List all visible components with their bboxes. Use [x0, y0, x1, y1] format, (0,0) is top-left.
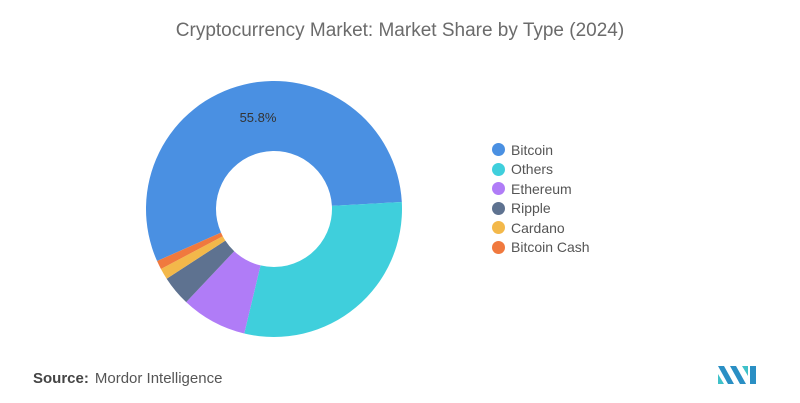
legend-label: Ripple: [511, 200, 551, 217]
legend-label: Bitcoin: [511, 141, 554, 158]
legend-label: Ethereum: [511, 180, 572, 197]
slice-ripple: [166, 240, 235, 303]
legend-item: Ethereum: [492, 179, 590, 199]
legend: Bitcoin Others Ethereum Ripple Cardano Bitcoi…: [492, 140, 590, 257]
legend-item: Bitcoin Cash: [492, 238, 590, 258]
legend-item: Others: [492, 160, 590, 180]
legend-swatch: [492, 143, 505, 157]
slice-bitcoin-cash: [157, 232, 223, 270]
legend-swatch: [492, 221, 505, 235]
legend-swatch: [492, 201, 505, 215]
legend-label: Bitcoin Cash: [511, 239, 590, 256]
legend-swatch: [492, 162, 505, 176]
legend-label: Others: [511, 161, 554, 178]
slice-bitcoin: [146, 81, 402, 262]
source-note: Source: Mordor Intelligence: [33, 370, 222, 387]
legend-label: Cardano: [511, 219, 565, 236]
source-value: Mordor Intelligence: [94, 370, 223, 387]
slice-cardano: [160, 236, 226, 279]
slice-ethereum: [186, 251, 261, 334]
legend-item: Cardano: [492, 218, 590, 238]
chart-title: Cryptocurrency Market: Market Share by T…: [175, 20, 625, 41]
legend-swatch: [492, 182, 505, 196]
legend-item: Ripple: [492, 199, 590, 219]
legend-item: Bitcoin: [492, 140, 590, 160]
mordor-logo: [718, 366, 756, 384]
source-label: Source:: [33, 370, 89, 387]
legend-swatch: [492, 240, 505, 254]
slice-others: [244, 202, 402, 337]
data-label-bitcoin: 55.8%: [240, 110, 277, 125]
